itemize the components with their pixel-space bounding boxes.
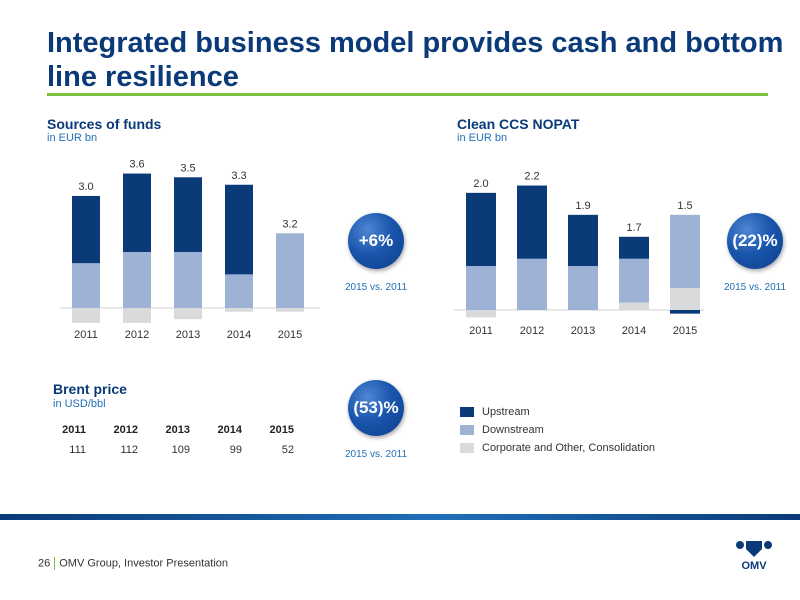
nopat-change-badge: (22)%: [727, 213, 783, 269]
brent-year-row: 2011 2012 2013 2014 2015: [52, 424, 294, 444]
bar-total-label: 1.7: [626, 222, 641, 234]
bar-total-label: 1.9: [575, 200, 590, 212]
legend-label: Corporate and Other, Consolidation: [482, 442, 656, 454]
brent-unit: in USD/bbl: [53, 398, 106, 410]
brent-price-table: 2011 2012 2013 2014 2015 111 112 109 99 …: [52, 424, 294, 456]
bar-total-label: 3.0: [78, 181, 93, 193]
bar-corporate: [225, 308, 253, 312]
bar-corporate: [466, 310, 496, 318]
nopat-title: Clean CCS NOPAT: [457, 116, 580, 132]
bar-total-label: 3.2: [282, 218, 297, 230]
bar-downstream: [174, 251, 202, 308]
bar-total-label: 2.2: [524, 171, 539, 183]
footer-separator: [54, 557, 56, 570]
brent-year: 2014: [217, 424, 242, 436]
bar-corporate: [123, 308, 151, 323]
chart-legend: Upstream Downstream Corporate and Other,…: [460, 403, 655, 457]
footer-band: [0, 514, 800, 520]
footer: 26 OMV Group, Investor Presentation: [38, 557, 228, 570]
swatch-corporate-icon: [460, 443, 474, 453]
bar-downstream: [123, 251, 151, 308]
x-tick-label: 2011: [469, 325, 493, 337]
bar-corporate: [670, 288, 700, 310]
bar-total-label: 1.5: [677, 200, 692, 212]
footer-text: OMV Group, Investor Presentation: [59, 557, 228, 570]
bar-upstream: [225, 184, 253, 275]
brent-year: 2012: [113, 424, 138, 436]
legend-label: Downstream: [482, 424, 544, 436]
logo-text: OMV: [741, 560, 767, 572]
legend-item-upstream: Upstream: [460, 403, 655, 421]
bar-downstream: [670, 214, 700, 289]
bar-total-label: 2.0: [473, 178, 488, 190]
bar-upstream: [517, 185, 547, 259]
bar-upstream: [670, 310, 700, 314]
bar-corporate: [276, 308, 304, 312]
sources-title: Sources of funds: [47, 116, 162, 132]
x-tick-label: 2012: [520, 325, 544, 337]
page-title: Integrated business model provides cash …: [47, 27, 784, 93]
brent-year: 2013: [165, 424, 190, 436]
bar-total-label: 3.5: [180, 162, 195, 174]
page-number: 26: [38, 557, 51, 570]
x-tick-label: 2012: [125, 329, 149, 341]
bar-corporate: [174, 308, 202, 320]
bar-downstream: [619, 258, 649, 303]
brent-value: 52: [281, 444, 294, 456]
bar-downstream: [466, 266, 496, 310]
brent-year: 2015: [269, 424, 294, 436]
bar-downstream: [517, 258, 547, 310]
omv-logo: OMV: [736, 541, 772, 572]
bar-upstream: [174, 177, 202, 252]
bar-downstream: [72, 263, 100, 308]
bar-corporate: [72, 308, 100, 323]
legend-item-downstream: Downstream: [460, 421, 655, 439]
nopat-unit: in EUR bn: [457, 132, 508, 144]
bar-upstream: [619, 236, 649, 259]
bar-upstream: [72, 195, 100, 264]
brent-badge-note: 2015 vs. 2011: [344, 449, 408, 460]
brent-value: 111: [69, 444, 86, 456]
bar-total-label: 3.3: [231, 170, 246, 182]
x-tick-label: 2015: [278, 329, 302, 341]
x-tick-label: 2013: [571, 325, 595, 337]
swatch-upstream-icon: [460, 407, 474, 417]
brent-title: Brent price: [53, 381, 127, 397]
sources-change-badge: +6%: [348, 213, 404, 269]
brent-value: 109: [171, 444, 190, 456]
brent-value: 112: [120, 444, 138, 456]
bar-downstream: [276, 233, 304, 308]
sources-badge-note: 2015 vs. 2011: [344, 282, 408, 293]
brent-value-row: 111 112 109 99 52: [52, 444, 294, 456]
bar-corporate: [619, 302, 649, 310]
bar-total-label: 3.6: [129, 159, 144, 171]
x-tick-label: 2014: [622, 325, 646, 337]
title-underline: [47, 93, 768, 96]
sources-unit: in EUR bn: [47, 132, 98, 144]
clean-ccs-nopat-chart: 2.0 2011 2.2 2012 1.9 2013 1.7 2014 1.5 2015: [454, 171, 704, 337]
brent-year: 2011: [62, 424, 86, 436]
bar-upstream: [466, 192, 496, 267]
bar-upstream: [123, 173, 151, 252]
bar-upstream: [568, 214, 598, 267]
legend-label: Upstream: [482, 406, 530, 418]
legend-item-corporate: Corporate and Other, Consolidation: [460, 439, 655, 457]
x-tick-label: 2015: [673, 325, 697, 337]
bar-downstream: [225, 274, 253, 308]
brent-change-badge: (53)%: [348, 380, 404, 436]
x-tick-label: 2011: [74, 329, 98, 341]
swatch-downstream-icon: [460, 425, 474, 435]
x-tick-label: 2014: [227, 329, 251, 341]
bar-downstream: [568, 266, 598, 310]
x-tick-label: 2013: [176, 329, 200, 341]
nopat-badge-note: 2015 vs. 2011: [723, 282, 787, 293]
brent-value: 99: [229, 444, 242, 456]
sources-of-funds-chart: 3.0 2011 3.6 2012 3.5 2013 3.3 2014 3.2 2015: [60, 159, 320, 341]
